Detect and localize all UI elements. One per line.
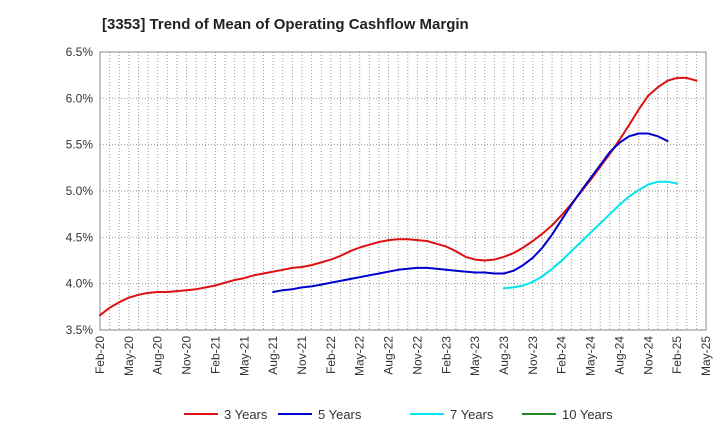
x-tick-label: May-24 (584, 336, 598, 376)
x-tick-label: Aug-23 (497, 336, 511, 375)
x-tick-label: Nov-20 (180, 336, 194, 375)
x-tick-label: Nov-22 (410, 336, 424, 375)
x-tick-label: Feb-21 (208, 336, 222, 374)
x-tick-label: Feb-22 (324, 336, 338, 374)
x-tick-label: Aug-24 (612, 336, 626, 375)
y-tick-label: 3.5% (66, 323, 94, 337)
x-tick-label: Aug-20 (151, 336, 165, 375)
x-tick-label: Feb-24 (555, 336, 569, 374)
x-tick-label: May-25 (699, 336, 713, 376)
x-tick-label: Nov-23 (526, 336, 540, 375)
series-line-7-years (503, 180, 679, 290)
series-line-5-years (272, 132, 669, 293)
legend-label: 10 Years (562, 407, 613, 422)
y-tick-label: 5.5% (66, 138, 94, 152)
x-tick-label: Aug-22 (382, 336, 396, 375)
y-tick-label: 4.0% (66, 277, 94, 291)
x-tick-label: Feb-25 (670, 336, 684, 374)
legend-label: 7 Years (450, 407, 494, 422)
series-line-3-years (99, 76, 698, 317)
y-tick-label: 4.5% (66, 230, 94, 244)
x-tick-label: Feb-20 (93, 336, 107, 374)
x-tick-label: May-23 (468, 336, 482, 376)
x-tick-label: May-20 (122, 336, 136, 376)
x-tick-label: Nov-24 (641, 336, 655, 375)
y-tick-label: 5.0% (66, 184, 94, 198)
chart-title: [3353] Trend of Mean of Operating Cashfl… (102, 16, 469, 33)
legend-label: 3 Years (224, 407, 268, 422)
x-tick-label: Feb-23 (439, 336, 453, 374)
x-tick-label: Aug-21 (266, 336, 280, 375)
legend-label: 5 Years (318, 407, 362, 422)
plot-frame (99, 51, 707, 331)
y-tick-label: 6.0% (66, 91, 94, 105)
x-tick-label: May-21 (237, 336, 251, 376)
x-tick-label: Nov-21 (295, 336, 309, 375)
x-tick-label: May-22 (353, 336, 367, 376)
y-tick-label: 6.5% (66, 45, 94, 59)
